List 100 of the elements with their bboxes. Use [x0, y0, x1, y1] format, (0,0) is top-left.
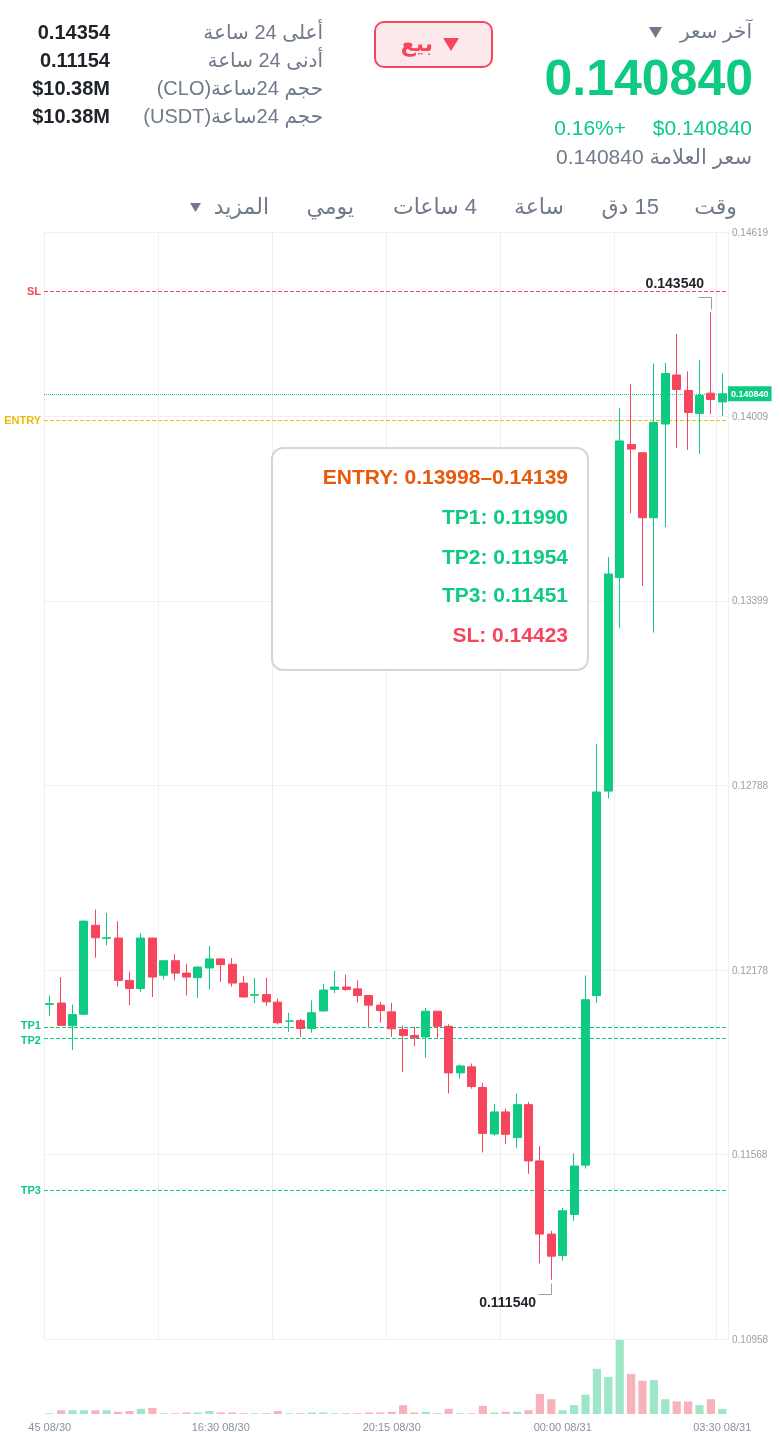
text: +0.16% [554, 116, 626, 139]
x-tick-label: 45 08/30 [28, 1420, 72, 1432]
x-tick-label: 16:30 08/30 [191, 1420, 250, 1432]
bar [649, 1379, 658, 1414]
candlestick [433, 1010, 442, 1039]
candlestick [114, 920, 123, 987]
text: 0.14354 [37, 21, 110, 43]
candlestick [478, 1082, 487, 1153]
candlestick [706, 311, 715, 415]
candlestick [136, 932, 145, 993]
x-tick-label: 03:30 08/31 [693, 1420, 752, 1432]
bar [672, 1401, 681, 1414]
bar [444, 1408, 453, 1414]
bar [79, 1410, 88, 1414]
y-tick-label: 0.10958 [732, 1333, 769, 1345]
candlestick [444, 1023, 453, 1094]
ref-line-label: TP3 [20, 1183, 41, 1196]
bar [478, 1405, 487, 1414]
button[interactable] [374, 21, 493, 68]
text: $10.38M [32, 77, 110, 99]
bar [205, 1411, 214, 1414]
bar [661, 1399, 670, 1414]
text: يومي [306, 194, 354, 219]
candlestick [171, 953, 180, 981]
bar [148, 1408, 157, 1414]
bar [638, 1380, 647, 1414]
ref-line-label: 0.140840 [731, 388, 769, 399]
candlestick [45, 995, 54, 1017]
text: بيع [400, 31, 433, 56]
ref-line-label: SL [26, 285, 42, 298]
bar [615, 1340, 624, 1414]
text: آخر سعر [680, 20, 752, 42]
bar [604, 1377, 613, 1414]
text: أعلى 24 ساعة [203, 21, 323, 43]
text: أدنى 24 ساعة [207, 49, 323, 71]
text: ساعة [513, 194, 564, 219]
bar [273, 1411, 282, 1414]
candlestick [399, 1024, 408, 1073]
text: 4 ساعات [392, 194, 477, 219]
candlestick [330, 970, 339, 994]
text: 0.140840 [544, 50, 753, 106]
candlestick [604, 556, 613, 799]
candlestick [159, 959, 168, 980]
y-tick-label: 0.11568 [732, 1149, 768, 1161]
text: 0.11154 [39, 49, 110, 71]
y-tick-label: 0.12788 [732, 780, 769, 792]
bar [706, 1399, 715, 1414]
candlestick [672, 333, 681, 449]
ref-line-label: ENTRY [4, 413, 42, 426]
y-tick-label: 0.13399 [732, 595, 769, 607]
candlestick [456, 1063, 465, 1080]
bar [627, 1374, 636, 1414]
candlestick [102, 912, 111, 946]
y-tick-label: 0.12178 [732, 964, 769, 976]
text: حجم 24ساعة(USDT) [143, 105, 323, 127]
bar [91, 1410, 100, 1414]
bar [524, 1410, 533, 1414]
text: $0.140840 [652, 116, 752, 139]
candlestick [228, 957, 237, 987]
candlestick [205, 945, 214, 990]
candlestick [376, 1001, 385, 1024]
bar [399, 1405, 408, 1414]
text: سعر العلامة 0.140840 [556, 145, 752, 168]
annotation: TP2: 0.11954 [441, 545, 568, 568]
text: المزيد [213, 194, 269, 219]
annotation: 0.111540 [479, 1294, 536, 1310]
candlestick [684, 370, 693, 451]
candlestick [239, 975, 248, 998]
candlestick [319, 983, 328, 1013]
bar [592, 1368, 601, 1414]
bar [125, 1411, 134, 1414]
annotation: TP3: 0.11451 [441, 583, 568, 606]
candlestick [57, 976, 66, 1027]
candlestick [558, 1207, 567, 1262]
bar [535, 1394, 544, 1414]
candlestick [524, 1101, 533, 1175]
candlestick [148, 937, 157, 998]
candlestick [182, 963, 191, 996]
candlestick [387, 1002, 396, 1038]
candlestick [535, 1145, 544, 1264]
candlestick [125, 971, 134, 1006]
bar [570, 1405, 579, 1414]
candlestick [262, 977, 271, 1007]
candlestick [592, 743, 601, 1004]
candlestick [501, 1108, 510, 1145]
y-tick-label: 0.14619 [732, 226, 769, 238]
bar [57, 1410, 66, 1414]
candlestick [410, 1026, 419, 1047]
candlestick [79, 920, 88, 1016]
ref-line-label: TP1 [20, 1018, 41, 1031]
annotation: TP1: 0.11990 [441, 505, 568, 528]
bar [558, 1410, 567, 1414]
candlestick [467, 1063, 476, 1090]
candlestick [627, 383, 636, 514]
bar [68, 1410, 77, 1414]
x-tick-label: 20:15 08/30 [362, 1420, 421, 1432]
candlestick [490, 1103, 499, 1137]
annotation: 0.143540 [645, 275, 704, 291]
candlestick [342, 974, 351, 992]
candlestick [547, 1230, 556, 1281]
